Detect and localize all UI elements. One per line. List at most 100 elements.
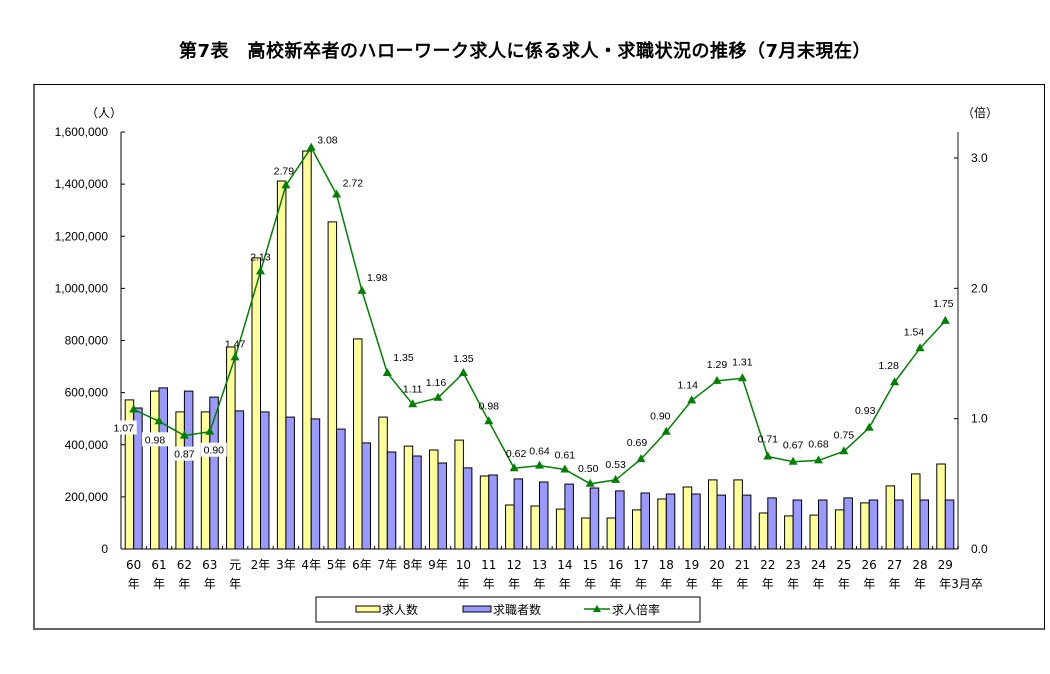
data-label-1: 0.98 [145, 434, 166, 446]
bar-求人数-11 [403, 445, 414, 550]
ratio-marker-30 [890, 377, 900, 386]
data-label-29: 0.93 [855, 405, 876, 417]
x-tick-label: 年 [483, 577, 495, 591]
bar-求人数-27 [809, 514, 819, 550]
data-label-bg [200, 442, 227, 457]
data-label-20: 0.69 [627, 437, 648, 449]
data-label-24: 1.31 [732, 356, 753, 368]
data-label-13: 1.35 [453, 353, 474, 365]
ratio-marker-9 [357, 285, 367, 294]
bar-求職者数-22 [691, 493, 701, 550]
data-label-5: 2.13 [250, 251, 271, 263]
ratio-marker-28 [839, 446, 849, 455]
data-label-0: 1.07 [113, 423, 134, 435]
data-label-27: 0.68 [808, 438, 829, 450]
data-label-11: 1.11 [403, 383, 423, 395]
bar-求人数-18 [581, 517, 591, 550]
bar-求職者数-28 [843, 497, 853, 550]
x-tick-label: 17 [633, 558, 648, 572]
bar-求人数-12 [429, 449, 439, 550]
right-tick-label: 3.0 [971, 151, 988, 165]
left-tick-label: 1,600,000 [55, 125, 109, 139]
bar-求職者数-31 [919, 499, 929, 550]
data-label-16: 0.64 [529, 446, 550, 458]
bar-求職者数-26 [792, 499, 803, 550]
bar-求人数-30 [885, 485, 896, 550]
data-label-bg [171, 446, 198, 461]
x-tick-label: 年 [838, 577, 850, 591]
ratio-marker-20 [636, 454, 646, 463]
data-label-23: 1.29 [707, 359, 728, 371]
x-tick-label: 4年 [301, 558, 321, 572]
ratio-marker-11 [408, 399, 418, 408]
x-tick-label: 2年 [251, 558, 271, 572]
x-tick-label: 23 [785, 558, 800, 572]
data-label-32: 1.75 [933, 298, 954, 310]
ratio-marker-3 [205, 426, 215, 435]
x-tick-label: 19 [684, 558, 699, 572]
ratio-marker-23 [712, 375, 722, 384]
x-tick-label: 年 [889, 577, 901, 591]
data-label-14: 0.98 [479, 400, 500, 412]
x-tick-label: 61 [151, 558, 166, 572]
x-tick-label: 15 [583, 558, 598, 572]
legend-swatch-求職者数 [462, 605, 492, 613]
bar-求職者数-12 [437, 462, 447, 550]
bar-求職者数-23 [716, 494, 726, 550]
left-tick-label: 600,000 [65, 386, 109, 400]
x-tick-label: 年 [812, 577, 824, 591]
legend-label-求職者数: 求職者数 [493, 602, 541, 617]
data-label-30: 1.28 [878, 360, 899, 372]
bar-求人数-32 [936, 463, 946, 550]
data-label-21: 0.90 [650, 411, 671, 423]
x-tick-label: 21 [735, 558, 750, 572]
bar-求人数-9 [353, 338, 363, 550]
ratio-marker-12 [433, 392, 443, 401]
bar-求職者数-25 [767, 497, 777, 550]
bar-求人数-29 [860, 502, 870, 550]
x-tick-label: 年 [153, 577, 165, 591]
data-label-12: 1.16 [426, 377, 447, 389]
right-axis-unit: （倍） [962, 105, 998, 120]
x-tick-label: 5年 [327, 558, 347, 572]
x-tick-label: 29 [938, 558, 953, 572]
x-tick-label: 年 [660, 577, 672, 591]
bar-求職者数-2 [183, 390, 194, 550]
legend-label-求人数: 求人数 [382, 602, 418, 617]
left-tick-label: 1,200,000 [55, 229, 109, 243]
x-tick-label: 13 [532, 558, 547, 572]
data-label-17: 0.61 [555, 450, 576, 462]
bar-求職者数-27 [818, 499, 828, 550]
x-tick-label: 年 [533, 577, 545, 591]
ratio-marker-15 [509, 463, 519, 472]
right-tick-label: 0.0 [971, 542, 988, 556]
bar-求職者数-7 [310, 418, 321, 550]
x-tick-label: 年 [762, 577, 774, 591]
x-tick-label: 16 [608, 558, 623, 572]
bar-求職者数-11 [412, 455, 422, 550]
x-tick-label: 年 [457, 577, 469, 591]
x-tick-label: 11 [481, 558, 496, 572]
data-label-26: 0.67 [783, 440, 804, 452]
x-tick-label: 3年 [276, 558, 296, 572]
ratio-marker-7 [306, 142, 316, 151]
ratio-marker-31 [915, 343, 925, 352]
left-tick-label: 400,000 [65, 438, 109, 452]
x-tick-label: 年 [686, 577, 698, 591]
ratio-marker-18 [585, 478, 595, 487]
ratio-marker-17 [560, 464, 570, 473]
x-tick-label: 年 [204, 577, 216, 591]
chart-frame [33, 84, 1045, 630]
ratio-marker-16 [535, 460, 544, 469]
bar-求職者数-15 [513, 478, 524, 550]
bar-求職者数-20 [640, 492, 650, 550]
ratio-marker-10 [382, 368, 392, 376]
x-tick-label: 28 [912, 558, 927, 572]
bar-求人数-26 [784, 515, 794, 550]
ratio-marker-22 [687, 395, 697, 404]
bar-求職者数-5 [260, 411, 270, 550]
bar-求職者数-19 [615, 490, 625, 550]
ratio-marker-6 [281, 180, 291, 189]
ratio-marker-19 [611, 474, 621, 483]
bar-求職者数-32 [944, 499, 955, 550]
